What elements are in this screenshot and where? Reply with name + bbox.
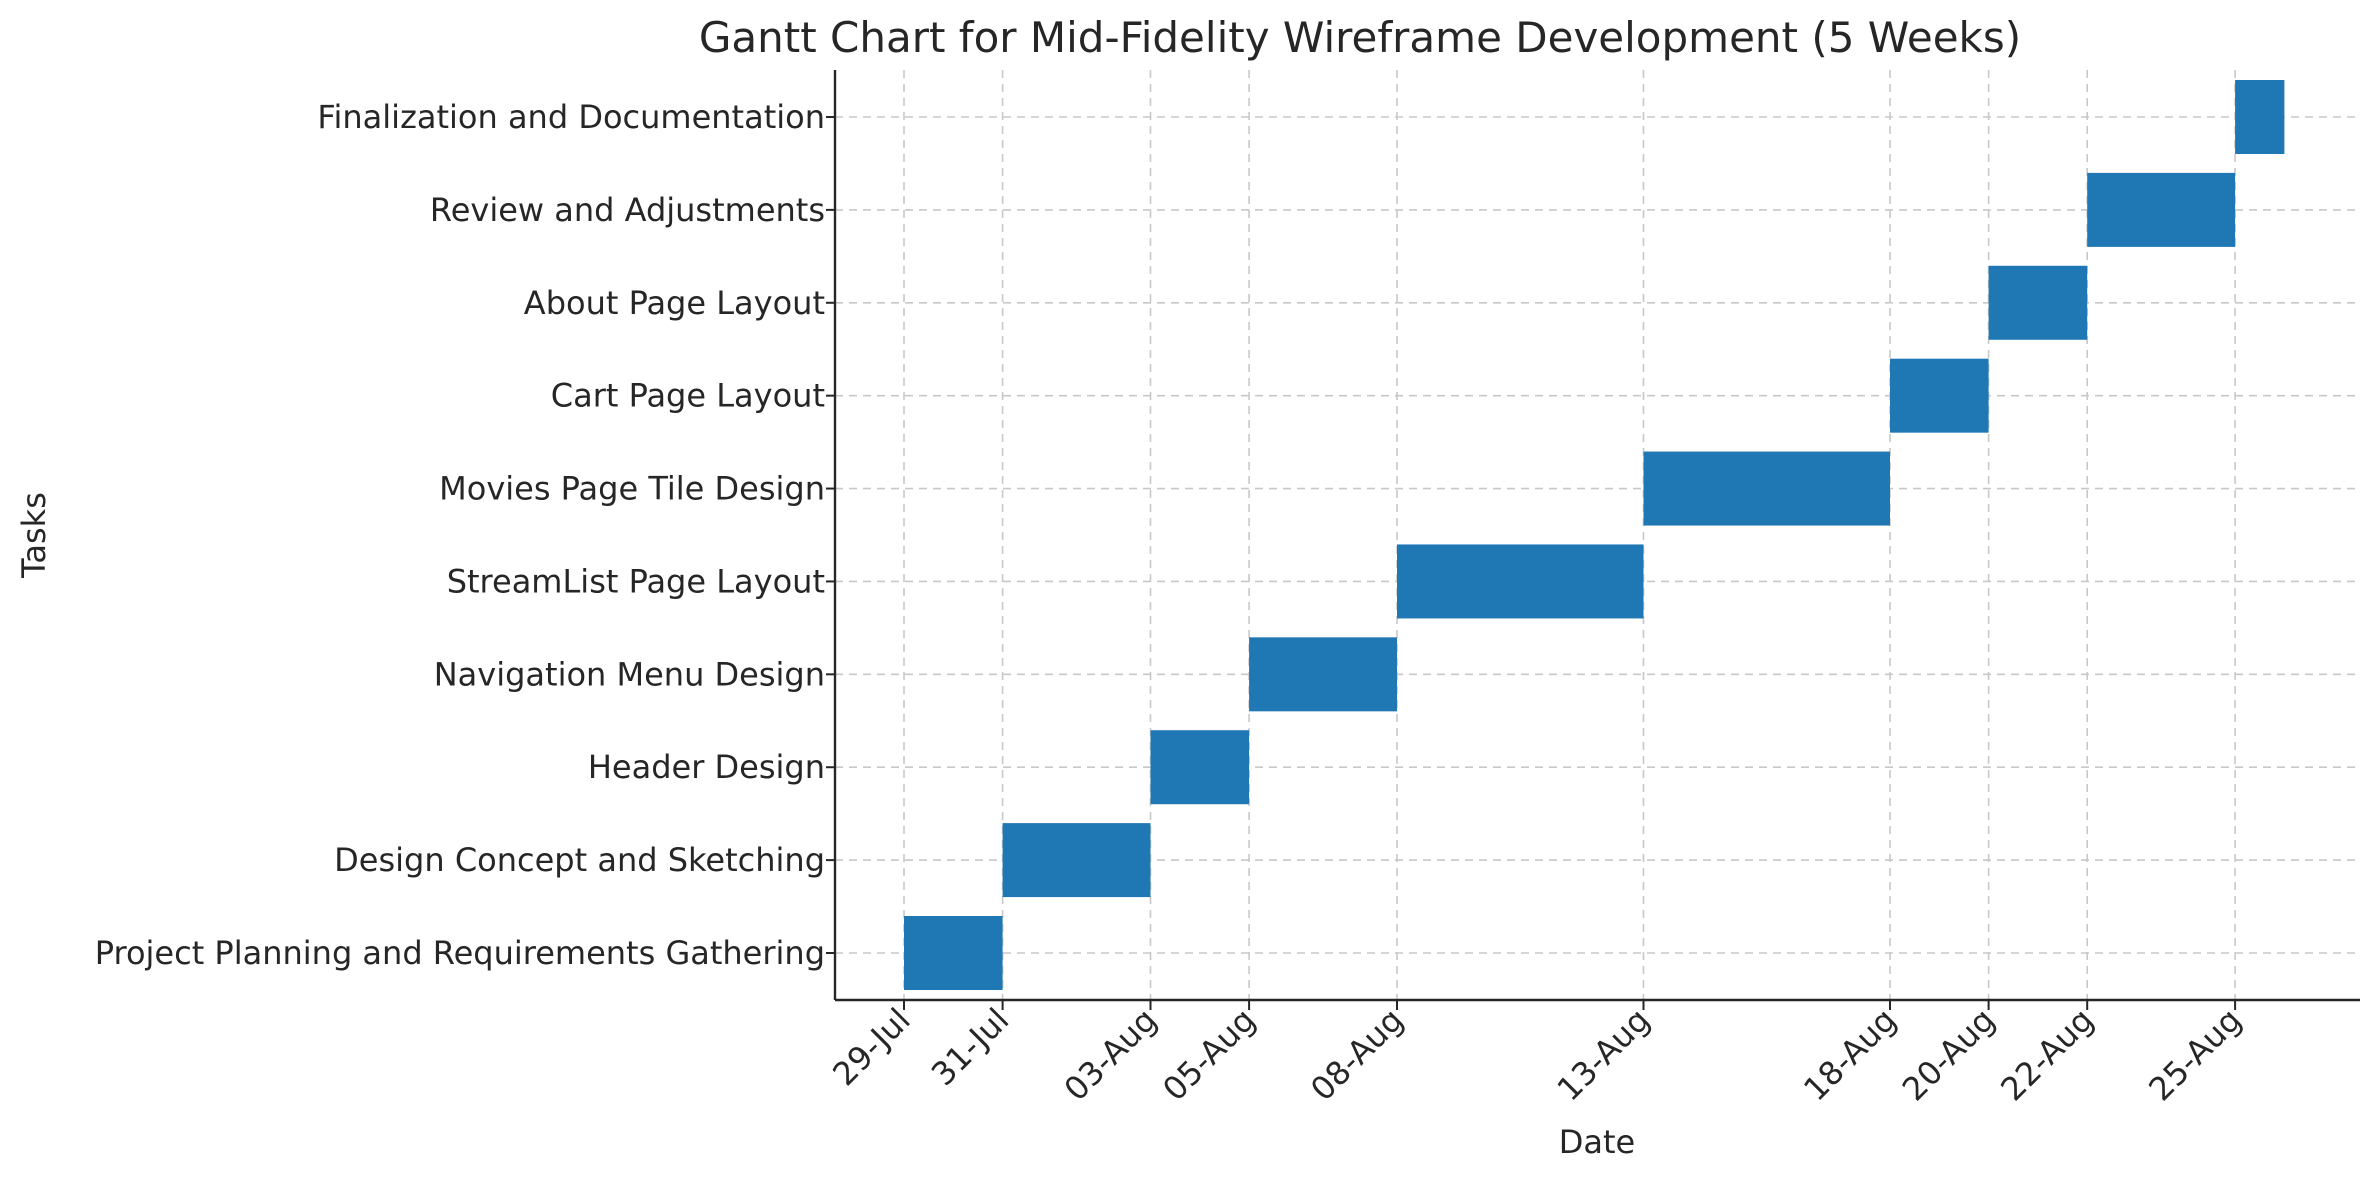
- x-tick-label: 20-Aug: [1895, 1001, 2003, 1109]
- chart-title: Gantt Chart for Mid-Fidelity Wireframe D…: [699, 13, 2021, 62]
- task-bar: [1002, 823, 1151, 898]
- x-tick-label: 25-Aug: [2141, 1001, 2249, 1109]
- y-tick-label: Navigation Menu Design: [434, 655, 825, 693]
- y-tick-label: StreamList Page Layout: [447, 562, 825, 600]
- x-tick-label: 22-Aug: [1993, 1001, 2101, 1109]
- task-bar: [2235, 80, 2285, 154]
- y-tick-label: Review and Adjustments: [430, 191, 825, 229]
- grid-layer: [835, 70, 2360, 1000]
- task-bar: [1249, 637, 1397, 712]
- y-tick-label: Design Concept and Sketching: [334, 841, 825, 879]
- x-tick-label: 29-Jul: [825, 1001, 917, 1093]
- x-tick-label: 13-Aug: [1550, 1001, 1658, 1109]
- y-tick-label: About Page Layout: [524, 284, 825, 322]
- x-tick-label: 03-Aug: [1057, 1001, 1165, 1109]
- task-bar: [1397, 544, 1644, 619]
- x-axis-label: Date: [1559, 1123, 1635, 1161]
- x-tick-label: 08-Aug: [1303, 1001, 1411, 1109]
- task-bar: [904, 916, 1003, 990]
- y-tick-label: Cart Page Layout: [551, 377, 825, 415]
- x-tick-label: 18-Aug: [1796, 1001, 1904, 1109]
- bars-layer: [904, 80, 2285, 990]
- task-bar: [1643, 451, 1890, 526]
- task-bar: [1988, 265, 2088, 340]
- x-tick-label: 05-Aug: [1155, 1001, 1263, 1109]
- axes-layer: [826, 70, 2360, 1010]
- y-tick-label: Header Design: [588, 748, 825, 786]
- y-tick-label: Project Planning and Requirements Gather…: [95, 934, 825, 972]
- task-bar: [1150, 730, 1250, 805]
- task-bar: [1890, 358, 1989, 433]
- x-tick-label: 31-Jul: [924, 1001, 1016, 1093]
- y-tick-labels: Project Planning and Requirements Gather…: [95, 98, 825, 972]
- y-tick-label: Finalization and Documentation: [317, 98, 825, 136]
- y-axis-label: Tasks: [15, 492, 53, 579]
- y-tick-label: Movies Page Tile Design: [439, 470, 825, 508]
- task-bar: [2087, 172, 2236, 247]
